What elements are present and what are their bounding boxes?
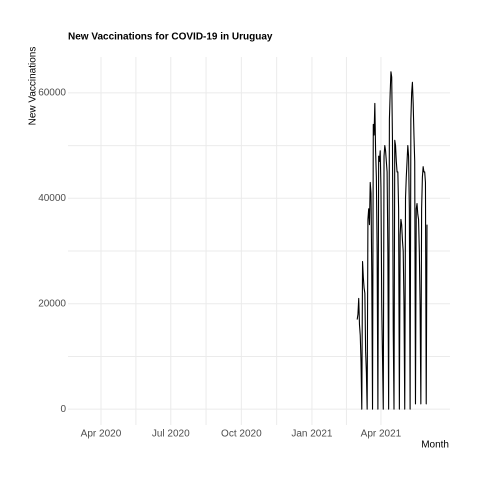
y-axis-label: New Vaccinations	[28, 47, 39, 126]
y-tick-label: 0	[60, 404, 66, 415]
x-tick-label: Jan 2021	[291, 429, 333, 440]
x-axis-label: Month	[421, 440, 449, 451]
chart-title: New Vaccinations for COVID-19 in Uruguay	[68, 32, 273, 43]
data-line	[356, 71, 428, 410]
y-tick-label: 60000	[38, 87, 66, 98]
x-tick-label: Oct 2020	[221, 429, 262, 440]
x-tick-label: Jul 2020	[152, 429, 190, 440]
y-tick-label: 40000	[38, 193, 66, 204]
x-tick-label: Apr 2020	[81, 429, 122, 440]
x-tick-label: Apr 2021	[361, 429, 402, 440]
y-tick-label: 20000	[38, 298, 66, 309]
